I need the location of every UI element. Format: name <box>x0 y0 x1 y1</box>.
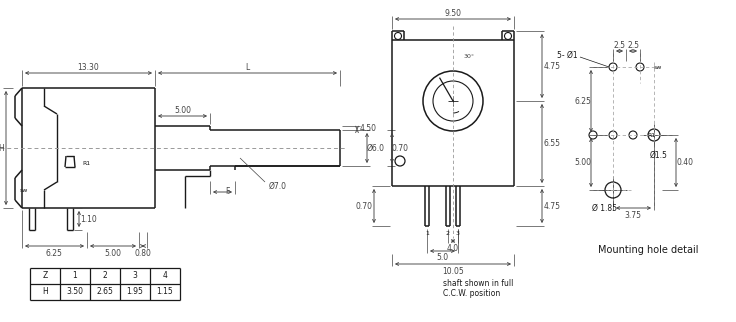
Text: 2.65: 2.65 <box>96 288 113 297</box>
Text: 1: 1 <box>425 231 429 235</box>
Text: 1.95: 1.95 <box>127 288 144 297</box>
Text: 3.75: 3.75 <box>625 211 642 220</box>
Text: H: H <box>0 144 4 153</box>
Text: 5.00: 5.00 <box>174 106 191 115</box>
Text: 4.50: 4.50 <box>359 124 377 132</box>
Text: 2: 2 <box>102 271 107 280</box>
Text: 1: 1 <box>73 271 77 280</box>
Text: 0.80: 0.80 <box>135 250 152 259</box>
Text: 2: 2 <box>446 231 450 235</box>
Text: 5.00: 5.00 <box>105 250 121 259</box>
Text: 1.10: 1.10 <box>81 214 97 223</box>
Text: 4: 4 <box>163 271 167 280</box>
Text: R1: R1 <box>82 160 90 166</box>
Text: 0.40: 0.40 <box>676 157 693 166</box>
Text: H: H <box>42 288 48 297</box>
Text: L: L <box>245 62 250 71</box>
Text: 6.25: 6.25 <box>46 250 63 259</box>
Text: 6.55: 6.55 <box>543 138 561 147</box>
Text: 3: 3 <box>132 271 138 280</box>
Text: 3: 3 <box>456 231 460 235</box>
Text: 1.15: 1.15 <box>157 288 174 297</box>
Text: shaft shown in full: shaft shown in full <box>443 279 514 289</box>
Text: Mounting hole detail: Mounting hole detail <box>598 245 698 255</box>
Text: Ø1.5: Ø1.5 <box>650 150 668 159</box>
Text: 4.75: 4.75 <box>543 202 561 211</box>
Text: sw: sw <box>20 187 29 193</box>
Text: 5.00: 5.00 <box>575 157 592 166</box>
Text: 13.30: 13.30 <box>77 62 99 71</box>
Text: 0.70: 0.70 <box>355 202 372 211</box>
Text: 5- Ø1: 5- Ø1 <box>557 51 578 60</box>
Text: 10.05: 10.05 <box>442 267 464 276</box>
Text: 2.5: 2.5 <box>613 41 625 50</box>
Text: R1: R1 <box>647 132 655 137</box>
Text: 0.70: 0.70 <box>392 144 408 153</box>
Text: 4.75: 4.75 <box>543 62 561 71</box>
Text: 6.25: 6.25 <box>575 97 592 106</box>
Text: Ø7.0: Ø7.0 <box>269 182 287 191</box>
Text: 30°: 30° <box>464 53 475 59</box>
Text: Ø 1.85: Ø 1.85 <box>592 204 618 213</box>
Text: 2.5: 2.5 <box>627 41 639 50</box>
Text: 4.0: 4.0 <box>447 243 459 252</box>
Text: Z: Z <box>43 271 48 280</box>
Text: sw: sw <box>654 64 662 70</box>
Text: 9.50: 9.50 <box>445 8 461 17</box>
Text: 5.0: 5.0 <box>436 253 448 262</box>
Text: C.C.W. position: C.C.W. position <box>443 289 500 298</box>
Text: Ø6.0: Ø6.0 <box>367 144 385 153</box>
Text: 3.50: 3.50 <box>66 288 83 297</box>
Text: F: F <box>224 186 229 195</box>
